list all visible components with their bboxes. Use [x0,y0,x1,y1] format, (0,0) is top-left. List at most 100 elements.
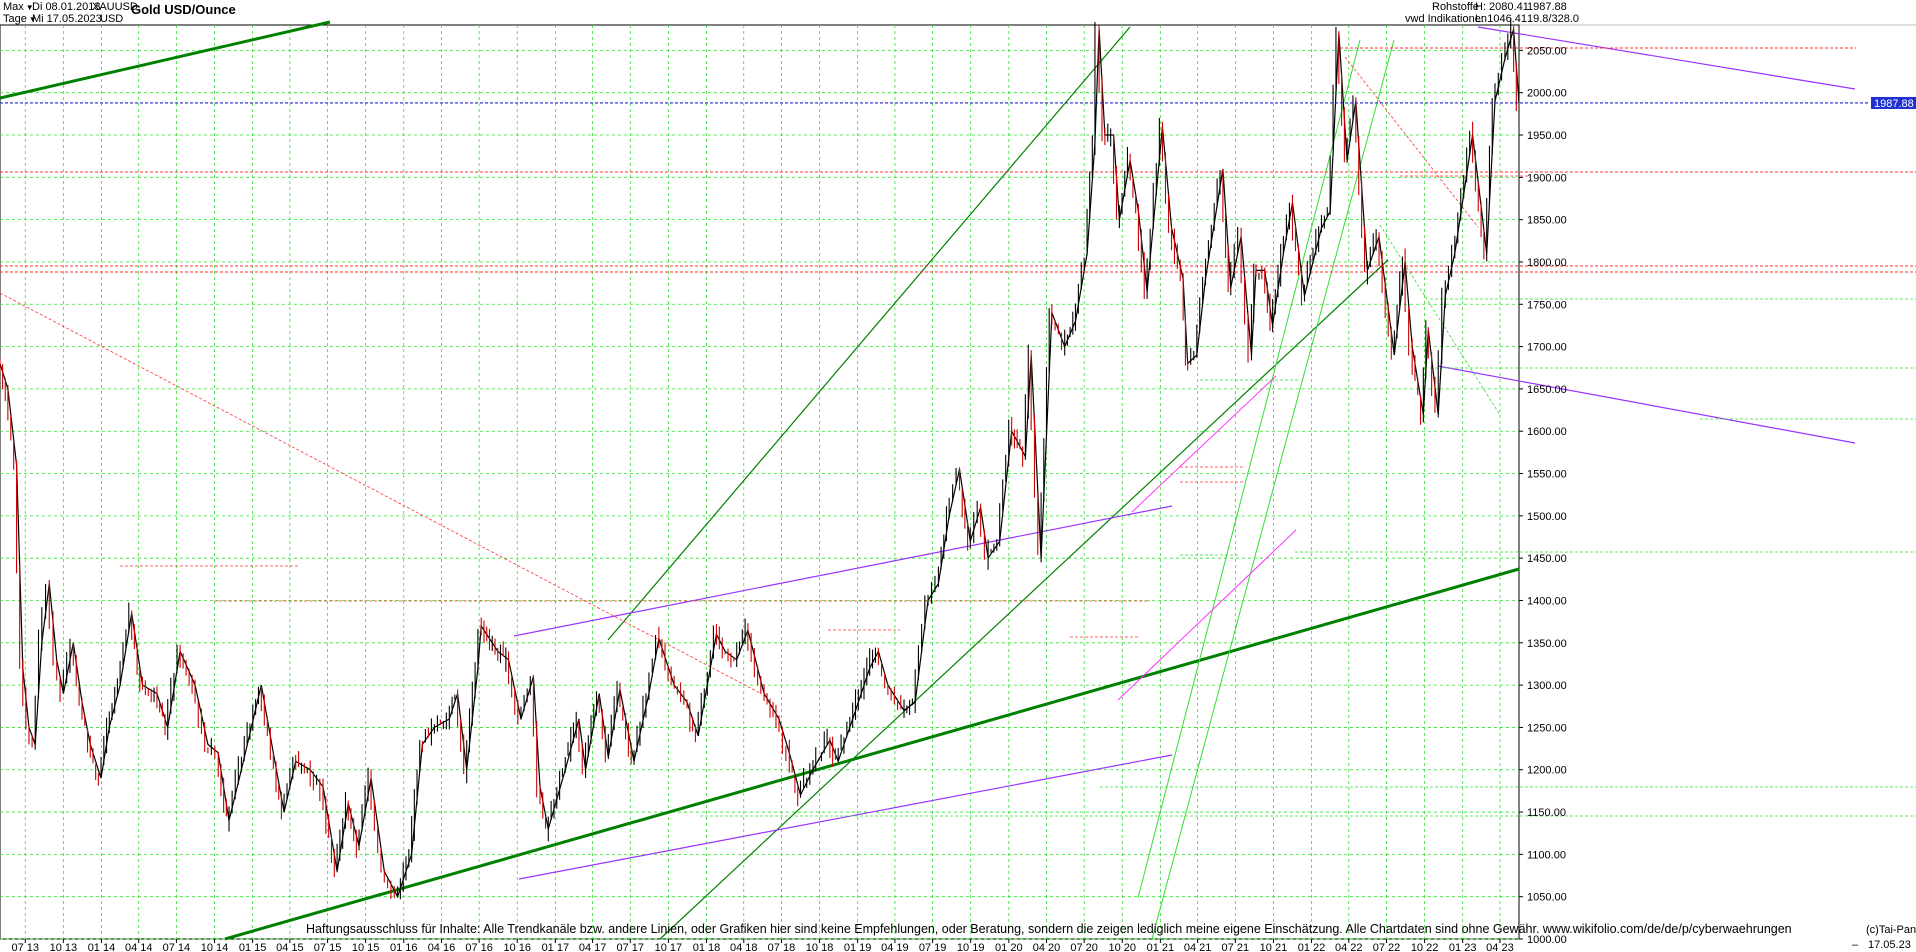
y-tick-label: 1550.00 [1527,469,1567,481]
diagonal-resistance [0,292,761,694]
x-tick-label: 01 16 [390,942,418,952]
interval-select-label: Tage [3,13,27,25]
last-price-label: 1987.88 [1874,98,1914,110]
y-tick-label: 1300.00 [1527,680,1567,692]
long-term-support-trendline [0,20,331,100]
x-tick-label: 10 13 [50,942,78,952]
interval-select[interactable]: Tage ▼ [3,13,37,26]
x-tick-label: 04 22 [1335,942,1363,952]
x-tick-label: 04 17 [579,942,607,952]
x-axis: 07 13 10 13 01 14 04 14 07 14 10 14 01 15 04 15… [11,939,1514,952]
steep-fan-line [1151,39,1395,940]
chevron-down-icon: ▼ [28,15,37,24]
range-select[interactable]: Max ▼ [3,1,34,14]
x-tick-label: 10 18 [806,942,834,952]
x-tick-label: 04 23 [1486,942,1514,952]
x-tick-label: 04 20 [1033,942,1061,952]
y-tick-label: 1500.00 [1527,511,1567,523]
x-tick-label: 04 14 [125,942,153,952]
y-tick-label: 1850.00 [1527,215,1567,227]
y-tick-label: 1050.00 [1527,892,1567,904]
fan-line [1131,375,1277,513]
x-tick-label: 07 19 [919,942,947,952]
y-tick-label: 1800.00 [1527,257,1567,269]
last-price-box [1871,96,1916,109]
x-tick-label: 01 15 [239,942,267,952]
channel-line [1437,365,1856,444]
disclaimer-text: Haftungsausschluss für Inhalte: Alle Tre… [306,922,1792,936]
x-tick-label: 10 19 [957,942,985,952]
x-tick-label: 01 23 [1449,942,1477,952]
x-tick-label: 01 14 [88,942,116,952]
y-tick-label: 1950.00 [1527,130,1567,142]
y-tick-label: 1450.00 [1527,553,1567,565]
x-tick-label: 04 19 [881,942,909,952]
x-tick-label: 01 22 [1298,942,1326,952]
y-tick-label: 1200.00 [1527,765,1567,777]
x-tick-label: 01 17 [542,942,570,952]
x-tick-label: 10 22 [1411,942,1439,952]
diagonal-resistance [1344,56,1479,228]
x-tick-label: 04 16 [428,942,456,952]
last-price-top: 1987.88 [1527,1,1567,13]
x-tick-label: 07 17 [617,942,645,952]
y-tick-label: 1000.00 [1527,934,1567,946]
y-tick-label: 1700.00 [1527,342,1567,354]
axis-dash: – [1852,939,1859,951]
x-tick-label: 01 19 [844,942,872,952]
y-tick-label: 1350.00 [1527,638,1567,650]
last-price-marker: 1987.88 [1871,96,1916,110]
y-tick-label: 1900.00 [1527,172,1567,184]
x-tick-label: 07 22 [1373,942,1401,952]
x-tick-label: 07 16 [465,942,493,952]
y-tick-label: 1600.00 [1527,426,1567,438]
channel-line [518,754,1173,880]
copyright-label: (c)Tai-Pan [1866,924,1916,936]
diagonal-support [1379,224,1501,416]
date-from: Di 08.01.2013 [32,1,101,13]
x-tick-label: 07 18 [768,942,796,952]
y-tick-label: 1100.00 [1527,849,1566,861]
y-tick-label: 1250.00 [1527,722,1567,734]
last-price-sub: 19.8/328.0 [1527,13,1579,25]
rising-trendline [607,26,1131,641]
price-series [0,18,1517,900]
x-tick-label: 01 20 [995,942,1023,952]
channel-line [1477,26,1856,90]
x-tick-label: 10 21 [1260,942,1288,952]
y-tick-label: 1400.00 [1527,595,1567,607]
y-tick-label: 1150.00 [1527,807,1566,819]
end-date-label: 17.05.23 [1868,939,1911,951]
x-tick-label: 07 15 [314,942,342,952]
x-tick-label: 07 14 [163,942,191,952]
currency-label: USD [100,13,124,25]
trendlines [0,20,1856,941]
fan-line [1117,529,1297,701]
x-tick-label: 04 15 [276,942,304,952]
y-axis: 1000.00 1050.00 1100.00 1150.00 1200.00 1250.… [1519,45,1567,946]
high-value: H: 2080.41 [1475,1,1529,13]
y-tick-label: 2000.00 [1527,88,1567,100]
x-tick-label: 10 17 [655,942,683,952]
long-term-support-trendline [224,567,1520,941]
x-tick-label: 04 18 [730,942,758,952]
x-tick-label: 07 20 [1070,942,1098,952]
x-tick-label: 10 16 [503,942,531,952]
channel-line [513,505,1173,637]
y-tick-label: 1650.00 [1527,384,1567,396]
support-trendline [659,259,1389,940]
source-label: vwd Indikationen [1405,13,1487,25]
y-tick-label: 2050.00 [1527,45,1567,57]
range-select-label: Max [3,1,24,13]
date-to: Mi 17.05.2023 [32,13,102,25]
x-tick-label: 10 15 [352,942,380,952]
x-tick-label: 10 14 [201,942,229,952]
plot-area [0,24,1520,940]
grid [0,25,1519,940]
x-tick-label: 07 13 [11,942,39,952]
x-tick-label: 07 21 [1222,942,1250,952]
category-label: Rohstoffe [1432,1,1479,13]
chevron-down-icon: ▼ [25,3,34,12]
symbol-code: XAUUSD [92,1,138,13]
